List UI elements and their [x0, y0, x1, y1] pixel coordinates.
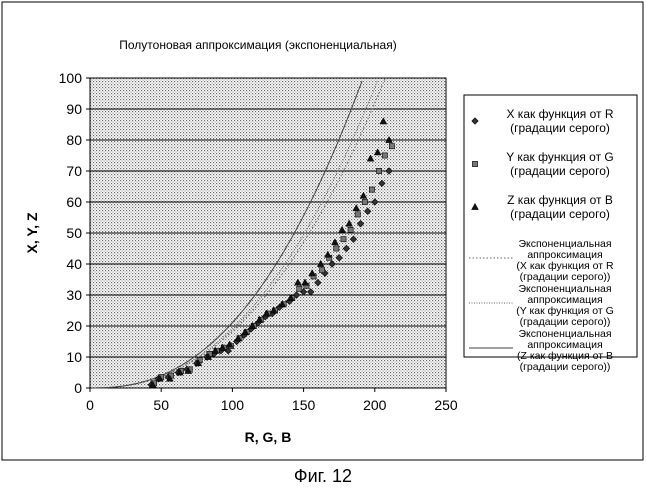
y-tick-label: 100 — [59, 70, 83, 86]
legend-label-4: (градации серого)) — [520, 316, 611, 328]
data-point-s1 — [341, 237, 346, 242]
legend-label-2: Z как функция от B — [507, 193, 613, 207]
x-tick-label: 150 — [292, 397, 316, 413]
data-point-s1 — [382, 153, 387, 158]
legend-label-3: (градации серого)) — [520, 271, 611, 283]
x-tick-label: 0 — [86, 397, 94, 413]
y-tick-label: 90 — [66, 101, 82, 117]
figure-caption: Фиг. 12 — [0, 466, 646, 487]
y-tick-label: 70 — [66, 163, 82, 179]
y-tick-label: 80 — [66, 132, 82, 148]
y-tick-label: 20 — [66, 318, 82, 334]
y-tick-label: 50 — [66, 225, 82, 241]
x-tick-label: 250 — [434, 397, 458, 413]
data-point-s1 — [362, 199, 367, 204]
data-point-s1 — [334, 246, 339, 251]
data-point-s1 — [376, 168, 381, 173]
y-tick-label: 40 — [66, 256, 82, 272]
legend-marker-1 — [472, 161, 477, 166]
data-point-s1 — [355, 212, 360, 217]
legend-label-0: X как функция от R — [506, 107, 613, 121]
legend-label-5: (градации серого)) — [520, 361, 611, 373]
x-tick-label: 200 — [363, 397, 387, 413]
data-point-s1 — [389, 144, 394, 149]
legend-label-1: Y как функция от G — [506, 150, 614, 164]
y-tick-label: 0 — [74, 380, 82, 396]
legend-label-0: (градации серого) — [510, 121, 610, 135]
chart-title: Полутоновая аппроксимация (экспоненциаль… — [119, 38, 396, 52]
y-tick-label: 30 — [66, 287, 82, 303]
y-tick-label: 60 — [66, 194, 82, 210]
y-tick-label: 10 — [66, 349, 82, 365]
legend-label-2: (градации серого) — [510, 207, 610, 221]
data-point-s1 — [369, 187, 374, 192]
data-point-s1 — [320, 268, 325, 273]
y-axis-label: X, Y, Z — [24, 212, 40, 253]
x-axis-label: R, G, B — [245, 429, 292, 445]
data-point-s1 — [348, 227, 353, 232]
data-point-s1 — [297, 286, 302, 291]
x-tick-label: 50 — [153, 397, 169, 413]
x-tick-label: 100 — [221, 397, 245, 413]
legend-label-1: (градации серого) — [510, 164, 610, 178]
